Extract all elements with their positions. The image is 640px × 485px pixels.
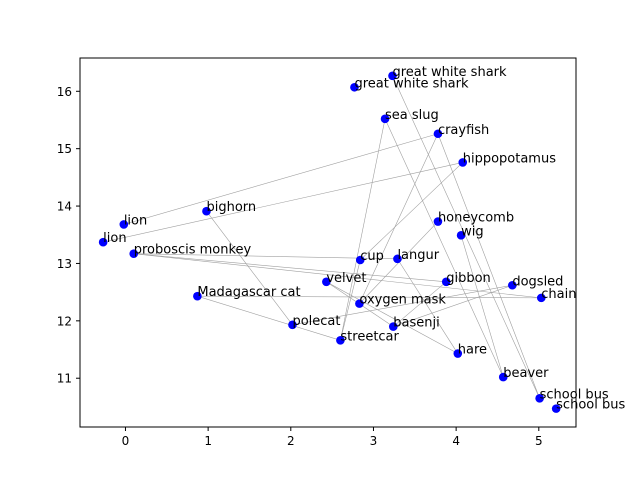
x-tick-label: 5 [535,434,543,448]
connection-line [437,133,540,399]
connection-line [384,118,504,378]
y-tick-label: 11 [57,372,72,386]
connection-line [206,211,293,326]
point-label: school bus [556,398,625,413]
x-tick-label: 2 [287,434,295,448]
y-tick-label: 14 [57,200,72,214]
connection-line [123,133,439,225]
data-point [388,71,397,81]
connection-line [292,284,513,326]
data-point [536,293,546,303]
data-point [355,299,364,308]
data-point [193,291,202,301]
data-point [288,320,297,330]
y-tick-label: 15 [57,142,72,156]
point-label: lion [103,231,126,246]
connection-line [340,118,386,341]
data-point [551,404,561,413]
data-point [456,231,466,240]
data-point [458,158,468,167]
data-point [433,129,443,139]
data-point [355,255,365,265]
data-point [498,372,508,382]
data-point [453,349,463,358]
connection-line [397,258,459,354]
point-label: streetcar [340,329,399,344]
connection-line [360,162,463,261]
x-tick-label: 1 [204,434,212,448]
data-point [202,206,211,216]
y-tick-label: 13 [57,257,72,271]
connection-line [133,253,398,260]
x-axis: 0 1 2 3 4 5 [122,427,543,448]
data-point [336,336,345,345]
x-tick-label: 0 [122,434,130,448]
connection-line [392,75,540,399]
point-label: crayfish [438,123,489,138]
point-label: hare [458,343,487,358]
point-label: polecat [292,314,340,329]
connection-line [133,253,542,299]
data-point [389,322,398,331]
point-label: honeycomb [438,211,514,226]
connection-lines [103,75,542,399]
connection-line [340,259,361,341]
data-point [393,254,402,264]
connection-line [103,162,463,243]
point-label: beaver [503,366,549,381]
point-label: school bus [540,387,609,402]
connection-line [359,133,439,304]
plot-frame [79,57,577,428]
point-label: bighorn [206,200,256,215]
data-point [441,277,451,287]
point-label: lion [124,213,147,228]
point-label: oxygen mask [359,293,446,308]
connection-line [393,284,513,327]
data-point [350,82,359,92]
y-tick-label: 16 [57,85,72,99]
point-label: langur [397,248,439,263]
point-label: proboscis monkey [134,243,252,258]
data-point [433,217,443,226]
data-points [98,71,561,413]
data-point [98,237,108,247]
point-label: velvet [326,271,366,286]
data-point [380,114,390,124]
connection-line [197,295,341,341]
connection-line [326,281,458,354]
connection-line [393,281,447,327]
connection-line [133,253,447,283]
data-point [508,280,517,290]
x-tick-label: 3 [370,434,378,448]
data-point [119,220,129,229]
point-label: basenji [393,316,439,331]
point-label: wig [461,224,484,239]
point-label: sea slug [385,108,439,123]
point-label: great white shark [392,65,507,80]
data-point [535,394,544,403]
point-label: chain [541,287,576,302]
y-axis: 11 12 13 14 15 16 [57,85,80,386]
point-label: cup [360,249,384,264]
point-label: Madagascar cat [197,285,300,300]
point-label: hippopotamus [463,151,556,166]
point-label: gibbon [446,271,491,286]
data-point [129,249,139,258]
x-tick-label: 4 [452,434,460,448]
y-tick-label: 12 [57,314,72,328]
point-label: great white shark [354,76,469,91]
data-point [322,277,331,287]
connection-line [460,235,504,378]
point-label: dogsled [512,274,563,289]
connection-line [197,295,542,299]
